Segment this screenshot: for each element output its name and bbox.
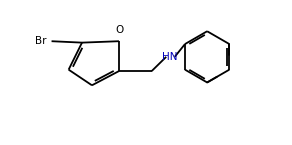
Text: O: O [115,25,124,35]
Text: HN: HN [162,52,178,62]
Text: Br: Br [35,36,46,46]
